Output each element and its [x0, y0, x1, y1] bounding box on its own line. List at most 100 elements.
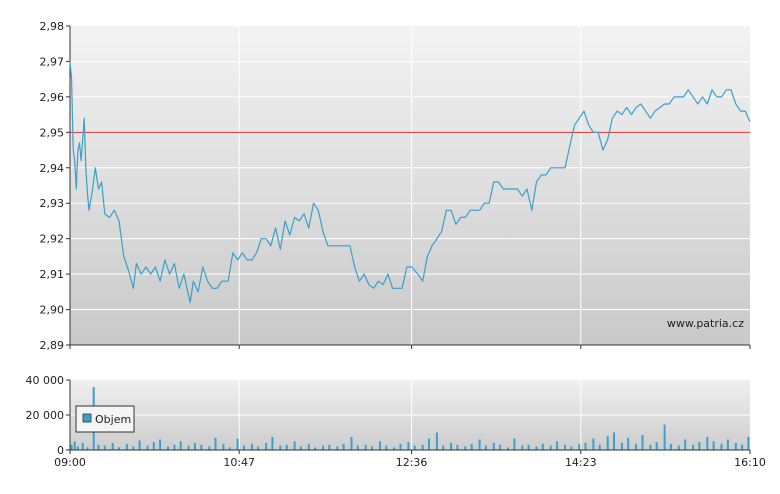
volume-bar — [413, 445, 416, 450]
volume-bar — [322, 445, 324, 450]
watermark: www.patria.cz — [667, 317, 744, 330]
volume-bar — [741, 444, 744, 451]
volume-bar — [527, 444, 530, 451]
volume-y-tick-label: 40 000 — [26, 374, 65, 387]
volume-bar — [470, 443, 473, 450]
volume-bar — [556, 441, 559, 451]
volume-bar — [228, 447, 231, 450]
volume-bar — [138, 440, 141, 450]
volume-bar — [250, 443, 253, 450]
price-plot-area — [70, 26, 750, 345]
volume-bar — [442, 445, 445, 450]
price-y-tick-label: 2,91 — [40, 268, 65, 281]
volume-bar — [152, 442, 155, 450]
volume-bar — [200, 444, 203, 451]
volume-bar — [598, 444, 601, 451]
price-chart: 2,98 2,97 2,96 2,95 2,94 2,93 2,92 2,91 2,90 2,89… — [40, 20, 751, 352]
price-y-tick-label: 2,89 — [40, 339, 65, 352]
volume-bar — [222, 443, 225, 450]
volume-bar — [606, 436, 609, 450]
volume-bar — [307, 443, 310, 450]
volume-bar — [328, 444, 331, 451]
volume-bar — [541, 443, 544, 450]
volume-bar — [193, 443, 196, 450]
volume-bar — [592, 438, 595, 450]
price-y-tick-label: 2,96 — [40, 91, 65, 104]
volume-bar — [118, 447, 120, 450]
volume-bar — [570, 446, 573, 450]
volume-bar — [663, 424, 666, 450]
volume-bar — [243, 445, 245, 450]
volume-bar — [179, 441, 182, 451]
volume-bar — [271, 436, 274, 450]
volume-bar — [726, 439, 729, 450]
volume-bar — [492, 443, 495, 450]
volume-bar — [73, 441, 76, 451]
volume-bar — [399, 443, 402, 450]
volume-bar — [146, 445, 149, 450]
volume-bar — [379, 441, 381, 451]
volume-bar — [125, 443, 128, 450]
x-tick-label: 12:36 — [396, 456, 428, 469]
volume-bar — [450, 443, 453, 450]
volume-bar — [407, 442, 410, 450]
volume-bar — [535, 446, 538, 450]
price-y-tick-label: 2,93 — [40, 197, 65, 210]
volume-bar — [627, 437, 630, 451]
volume-bar — [393, 447, 396, 450]
volume-bar — [692, 444, 695, 451]
price-y-tick-label: 2,92 — [40, 233, 65, 246]
volume-bar — [641, 435, 644, 450]
volume-bar — [620, 443, 623, 450]
volume-bar — [478, 439, 481, 450]
volume-bar — [613, 432, 615, 450]
volume-bar — [385, 445, 388, 450]
volume-bar — [336, 446, 339, 450]
volume-bar — [265, 443, 268, 450]
price-y-tick-label: 2,97 — [40, 55, 65, 68]
volume-bar — [167, 446, 169, 450]
volume-bar — [97, 444, 100, 451]
volume-chart: 40 000 20 000 009:00 10:47 12:36 14:23 16:10 Ob… — [26, 374, 766, 469]
price-y-tick-label: 2,98 — [40, 20, 65, 33]
volume-bar — [684, 439, 687, 450]
volume-bar — [314, 447, 317, 450]
volume-bar — [484, 445, 487, 450]
volume-bar — [564, 444, 566, 451]
volume-bar — [356, 445, 359, 450]
volume-bar — [655, 442, 658, 450]
volume-bar — [521, 445, 524, 450]
volume-bar — [342, 443, 345, 450]
volume-y-tick-label: 20 000 — [26, 409, 65, 422]
volume-bar — [513, 438, 516, 450]
volume-bar — [371, 446, 373, 450]
volume-bar — [111, 443, 114, 450]
volume-bar — [712, 441, 715, 451]
volume-bar — [747, 436, 750, 450]
volume-bar — [86, 447, 89, 450]
volume-bar — [103, 445, 106, 450]
volume-bar — [364, 444, 367, 451]
volume-bar — [649, 444, 652, 451]
volume-bar — [208, 446, 211, 450]
volume-bar — [81, 443, 84, 450]
volume-bar — [173, 444, 176, 451]
volume-bar — [236, 438, 239, 450]
volume-bar — [669, 443, 672, 450]
volume-bar — [698, 442, 701, 450]
volume-bar — [187, 445, 190, 450]
price-y-tick-label: 2,95 — [40, 126, 65, 139]
volume-legend: Objem — [75, 405, 135, 433]
volume-bar — [720, 443, 723, 450]
price-y-tick-label: 2,94 — [40, 162, 65, 175]
volume-bar — [350, 436, 353, 450]
volume-bar — [549, 445, 552, 450]
volume-y-tick-label: 0 — [57, 444, 64, 457]
legend-label: Objem — [95, 413, 131, 426]
volume-bar — [435, 432, 438, 450]
x-tick-label: 16:10 — [734, 456, 766, 469]
x-tick-label: 10:47 — [223, 456, 255, 469]
legend-swatch — [82, 413, 92, 423]
